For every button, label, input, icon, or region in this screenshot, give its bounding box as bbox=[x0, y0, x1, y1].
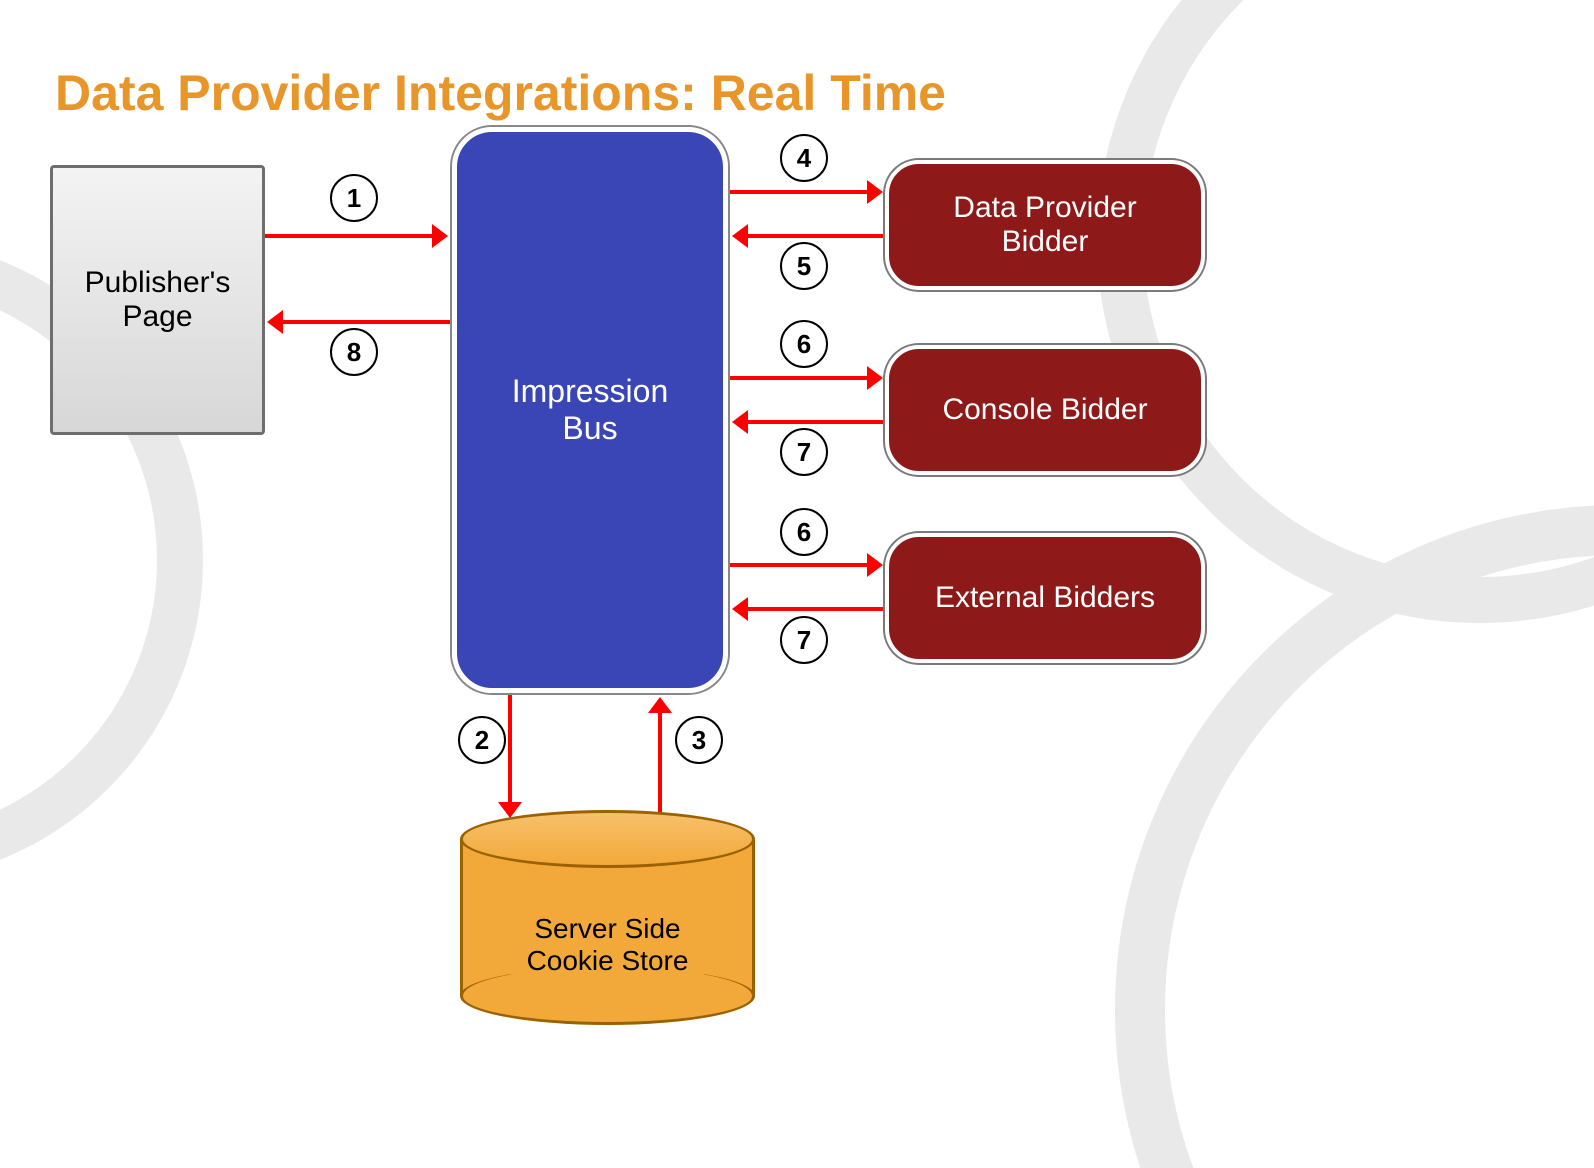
node-dpbidder-label: Data ProviderBidder bbox=[953, 191, 1136, 259]
step-badge-5: 5 bbox=[780, 242, 828, 290]
node-external-bidders: External Bidders bbox=[885, 533, 1205, 663]
step-badge-6: 6 bbox=[780, 320, 828, 368]
node-console-bidder: Console Bidder bbox=[885, 345, 1205, 475]
step-badge-8: 8 bbox=[330, 328, 378, 376]
node-cookie-store: Server SideCookie Store bbox=[460, 810, 755, 1025]
node-impression-bus: ImpressionBus bbox=[450, 125, 730, 695]
node-cookie-label: Server SideCookie Store bbox=[460, 913, 755, 977]
node-external-label: External Bidders bbox=[935, 581, 1155, 615]
node-data-provider-bidder: Data ProviderBidder bbox=[885, 160, 1205, 290]
step-badge-1: 1 bbox=[330, 174, 378, 222]
node-console-label: Console Bidder bbox=[942, 393, 1147, 427]
page-title: Data Provider Integrations: Real Time bbox=[55, 64, 946, 122]
step-badge-2: 2 bbox=[458, 716, 506, 764]
step-badge-3: 3 bbox=[675, 716, 723, 764]
node-publisher-label: Publisher'sPage bbox=[85, 266, 231, 334]
step-badge-6: 6 bbox=[780, 508, 828, 556]
step-badge-7: 7 bbox=[780, 428, 828, 476]
step-badge-4: 4 bbox=[780, 134, 828, 182]
step-badge-7: 7 bbox=[780, 616, 828, 664]
node-publisher-page: Publisher'sPage bbox=[50, 165, 265, 435]
node-bus-label: ImpressionBus bbox=[512, 373, 669, 447]
